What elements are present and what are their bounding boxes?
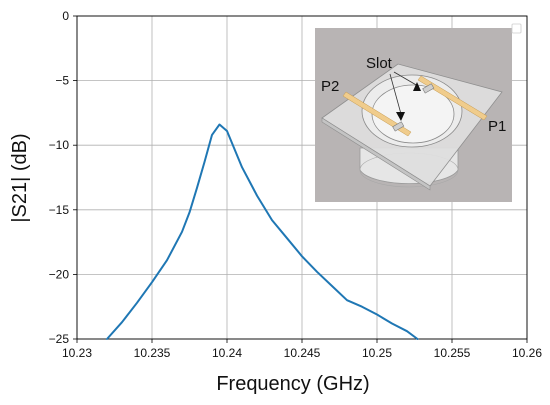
inset-label-p1: P1 <box>488 118 506 135</box>
legend-box <box>511 23 522 34</box>
y-tick-labels: 0 −5 −10 −15 −20 −25 <box>49 9 77 346</box>
series-group <box>106 123 419 340</box>
y-tick-label: −5 <box>55 74 69 88</box>
y-tick-label: 0 <box>62 9 69 23</box>
x-tick-label: 10.25 <box>362 346 392 360</box>
slot-upper <box>422 83 435 94</box>
inset-label-p2: P2 <box>321 78 339 95</box>
slot-arrow-line-left <box>389 73 402 115</box>
x-tick-label: 10.245 <box>284 346 321 360</box>
x-tick-label: 10.235 <box>134 346 171 360</box>
y-tick-label: −25 <box>49 332 70 346</box>
x-tick-label: 10.23 <box>62 346 92 360</box>
slot-lower <box>392 121 405 132</box>
slot-arrow-head-left <box>396 112 405 121</box>
inset-label-slot: Slot <box>366 55 393 72</box>
x-tick-label: 10.255 <box>434 346 471 360</box>
y-axis-label: |S21| (dB) <box>9 133 31 222</box>
x-tick-label: 10.26 <box>512 346 542 360</box>
y-tick-label: −20 <box>49 267 70 281</box>
microstrip-p1 <box>417 75 488 121</box>
slot-arrow-head-right <box>413 82 421 91</box>
x-axis-label: Frequency (GHz) <box>216 373 369 395</box>
device-inset: Slot P2 P1 <box>315 23 522 202</box>
microstrip-p2 <box>342 91 412 137</box>
y-tick-label: −10 <box>49 138 70 152</box>
substrate-edge <box>321 117 431 191</box>
x-tick-label: 10.24 <box>212 346 242 360</box>
y-tick-label: −15 <box>49 203 70 217</box>
slot-arrow-line-right <box>393 71 419 87</box>
series-line <box>106 123 419 340</box>
x-tick-labels: 10.23 10.235 10.24 10.245 10.25 10.255 10.26 <box>62 339 542 360</box>
